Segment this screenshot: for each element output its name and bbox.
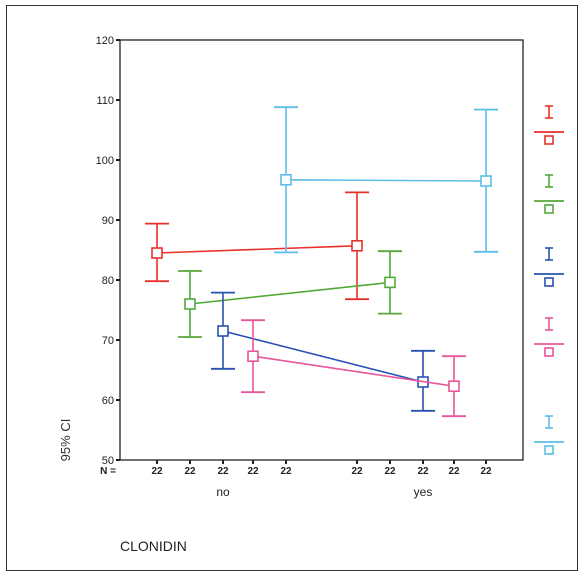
series-line xyxy=(285,179,487,182)
series-group xyxy=(145,191,369,301)
legend-item xyxy=(534,174,564,214)
mean-marker xyxy=(448,380,460,393)
y-tick-label: 120 xyxy=(96,35,114,47)
legend-item xyxy=(534,247,564,287)
n-count: 22 xyxy=(480,466,492,477)
series-line xyxy=(156,245,358,254)
mean-marker xyxy=(247,350,259,363)
mean-marker xyxy=(480,175,492,187)
y-tick-label: 50 xyxy=(102,455,114,467)
mean-marker xyxy=(151,247,163,259)
n-count: 22 xyxy=(448,466,460,477)
x-axis-title: CLONIDIN xyxy=(120,538,187,554)
plot-area-border xyxy=(119,39,524,461)
n-count: 22 xyxy=(217,466,229,477)
n-count: 22 xyxy=(247,466,259,477)
n-count: 22 xyxy=(184,466,196,477)
chart-frame xyxy=(6,5,578,571)
legend-item xyxy=(534,105,564,145)
legend-marker-icon xyxy=(544,347,554,357)
mean-marker xyxy=(184,298,196,310)
series-group xyxy=(241,319,466,418)
y-tick-label: 110 xyxy=(96,95,114,107)
series-line xyxy=(222,330,424,383)
mean-marker xyxy=(280,174,292,186)
n-count: 22 xyxy=(417,466,429,477)
n-count: 22 xyxy=(351,466,363,477)
y-axis-label: 95% CI xyxy=(58,419,73,462)
y-tick-label: 100 xyxy=(96,155,114,167)
n-label: N = xyxy=(100,466,116,477)
category-label: yes xyxy=(414,485,433,499)
legend-marker-icon xyxy=(544,135,554,145)
mean-marker xyxy=(351,240,363,252)
series-line xyxy=(252,355,455,387)
legend-marker-icon xyxy=(544,277,554,287)
legend-item xyxy=(534,415,564,455)
legend-marker-icon xyxy=(544,445,554,455)
mean-marker xyxy=(217,325,229,337)
y-tick-label: 80 xyxy=(102,275,114,287)
n-count: 22 xyxy=(151,466,163,477)
y-tick-label: 60 xyxy=(102,395,114,407)
legend-marker-icon xyxy=(544,204,554,214)
y-tick-label: 70 xyxy=(102,335,114,347)
legend-item xyxy=(534,317,564,357)
y-tick-label: 90 xyxy=(102,215,114,227)
mean-marker xyxy=(384,276,396,289)
series-group xyxy=(178,250,402,338)
series-group xyxy=(274,106,498,254)
n-count: 22 xyxy=(384,466,396,477)
n-count: 22 xyxy=(280,466,292,477)
category-label: no xyxy=(216,485,230,499)
